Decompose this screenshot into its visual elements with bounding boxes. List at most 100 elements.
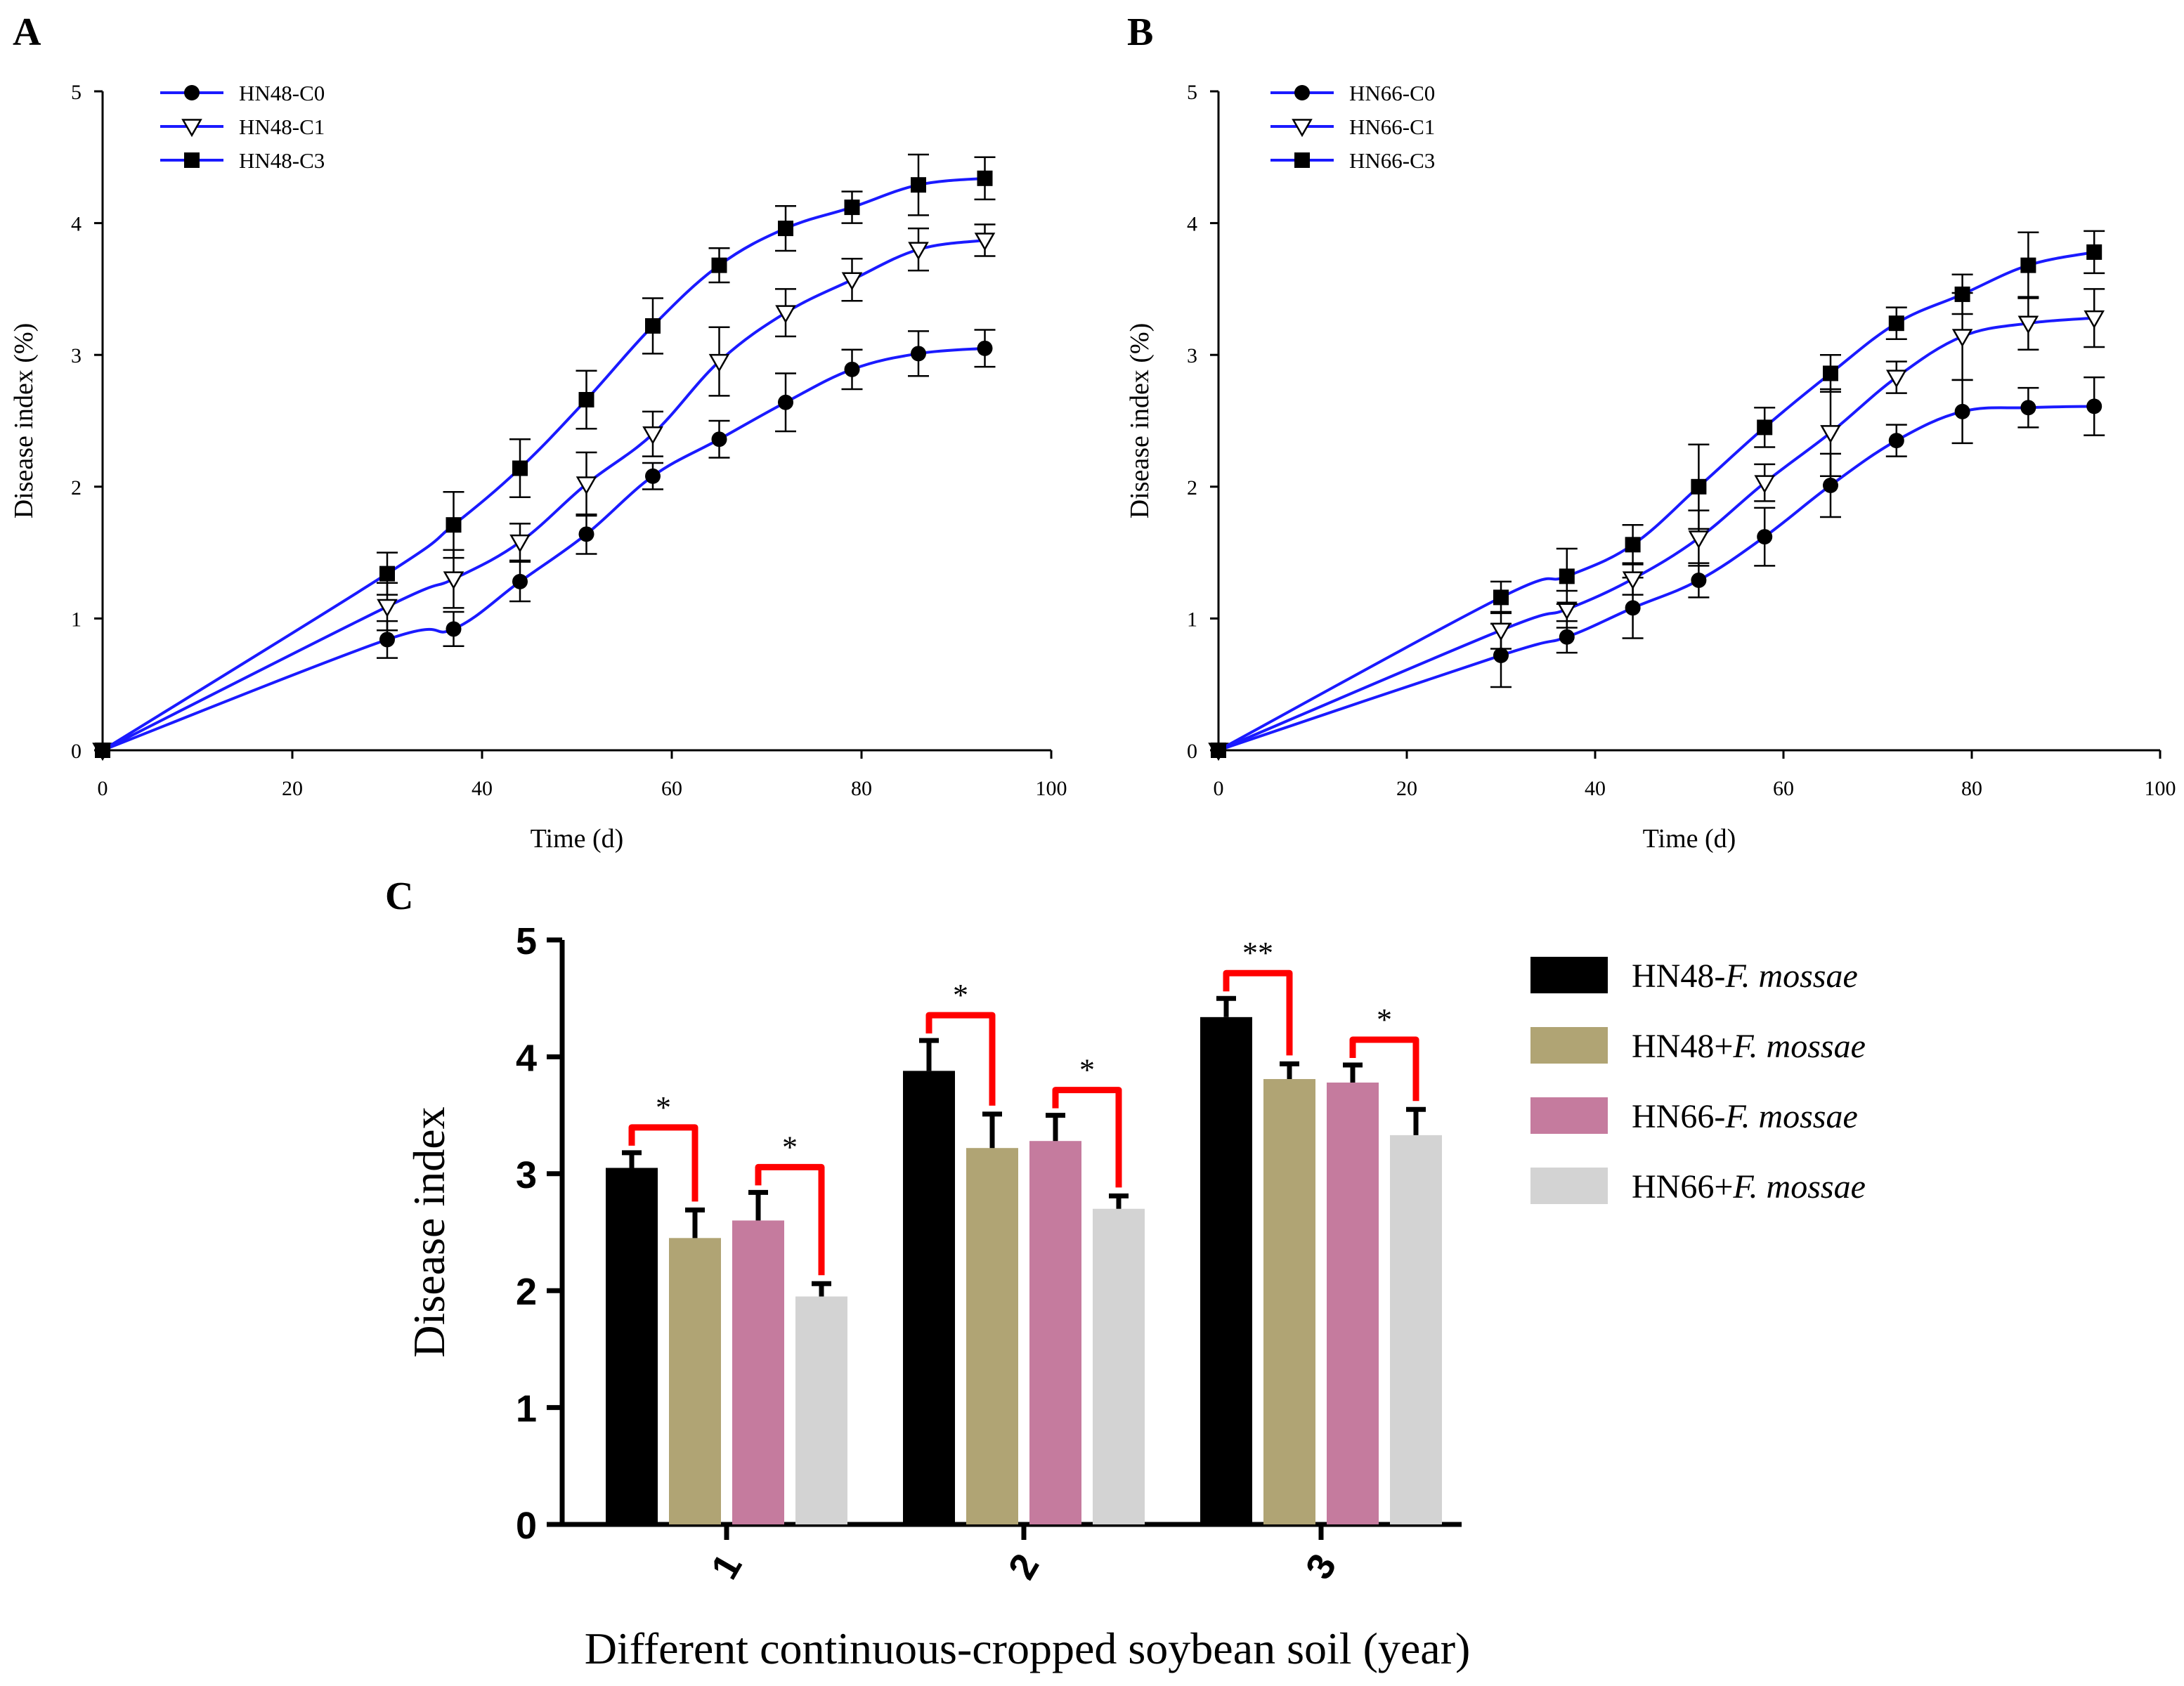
legend-marker: [181, 119, 202, 138]
legend-marker: [184, 152, 200, 168]
significance-bracket: *: [755, 1130, 825, 1276]
series-line: [1218, 405, 2095, 752]
bar: [1200, 1017, 1252, 1524]
data-point: [446, 517, 462, 533]
error-bar: [1343, 1062, 1363, 1083]
bar: [732, 1220, 784, 1524]
bracket-line: [1052, 1087, 1122, 1188]
panel-label: B: [1127, 11, 1153, 54]
data-point: [1823, 477, 1838, 493]
data-point: [844, 200, 860, 216]
x-tick-label: 2: [1001, 1547, 1048, 1586]
data-point: [512, 460, 528, 476]
legend-marker: [1294, 152, 1310, 168]
data-point: [1888, 433, 1904, 449]
significance-label: *: [1079, 1053, 1095, 1087]
data-point: [578, 526, 594, 542]
data-point: [1757, 529, 1773, 545]
data-point: [1757, 419, 1773, 436]
panel-b: B 0 20 40 60 80 100 0 1 2 3 4 5 Time (d) Disease index…: [1125, 11, 2176, 854]
x-tick-label: 80: [851, 777, 872, 800]
data-point: [95, 743, 110, 758]
data-point: [645, 468, 661, 484]
series-hn48-c0: [95, 329, 996, 758]
data-point: [711, 257, 727, 273]
y-tick-label: 5: [516, 920, 537, 962]
y-tick-label: 1: [516, 1388, 537, 1430]
data-point: [911, 177, 926, 193]
error-bar: [1109, 1193, 1129, 1209]
legend-label-prefix: HN66-: [1632, 1098, 1725, 1135]
series-hn48-c1: [92, 223, 996, 762]
data-point: [1211, 743, 1226, 758]
y-tick-label: 1: [71, 608, 82, 631]
legend-item: HN66-C0: [1270, 81, 1435, 105]
data-point: [2084, 310, 2105, 329]
y-tick-label: 4: [71, 213, 82, 236]
y-tick-label: 0: [71, 740, 82, 763]
bar: [1263, 1079, 1315, 1524]
data-point: [1820, 425, 1841, 444]
legend-item: HN66-C1: [1270, 115, 1435, 139]
x-axis-title: Different continuous-cropped soybean soi…: [585, 1623, 1471, 1673]
error-bar: [982, 1111, 1002, 1149]
panel-a: A 0 20 40 60 80 100 0 1 2 3 4 5 Time (d) Disease index…: [9, 11, 1067, 854]
y-tick-label: 3: [1187, 344, 1197, 367]
data-point: [1885, 370, 1907, 388]
error-bar: [1216, 995, 1236, 1017]
y-tick-label: 1: [1187, 608, 1197, 631]
significance-bracket: *: [1052, 1053, 1122, 1188]
bar: [669, 1238, 721, 1524]
data-point: [1888, 315, 1904, 332]
data-point: [708, 353, 730, 372]
legend-item: HN66+F. mossae: [1530, 1168, 1866, 1205]
data-point: [1625, 600, 1641, 616]
legend-item: HN66-F. mossae: [1530, 1097, 1858, 1135]
legend-item: HN48-C1: [160, 115, 325, 139]
bar: [1327, 1083, 1379, 1524]
data-point: [977, 340, 993, 356]
legend-marker: [1292, 119, 1313, 138]
legend-marker: [184, 85, 200, 100]
y-axis-title: Disease index: [404, 1106, 454, 1357]
data-point: [977, 170, 993, 186]
series-line: [102, 239, 985, 752]
data-point: [1625, 537, 1641, 553]
significance-bracket: **: [1223, 936, 1293, 1056]
significance-bracket: *: [628, 1090, 698, 1202]
bar: [606, 1168, 658, 1524]
bar: [1390, 1135, 1442, 1524]
legend-label-prefix: HN48+: [1632, 1028, 1733, 1065]
data-point: [1559, 629, 1575, 645]
data-point: [844, 361, 860, 377]
data-point: [1559, 568, 1575, 584]
legend-label: HN48-C3: [239, 148, 325, 173]
bracket-line: [755, 1163, 825, 1276]
error-bar: [622, 1150, 642, 1168]
legend-item: HN48-C3: [160, 148, 325, 173]
significance-bracket: *: [925, 978, 996, 1106]
data-point: [2020, 400, 2036, 416]
x-tick-label: 0: [1214, 777, 1224, 800]
legend-label: HN48+F. mossae: [1632, 1028, 1866, 1065]
data-point: [379, 632, 395, 648]
data-point: [1951, 329, 1973, 348]
data-point: [576, 476, 597, 495]
data-point: [911, 346, 926, 362]
legend-label: HN48-C1: [239, 115, 325, 139]
legend-label-species: F. mossae: [1732, 1168, 1865, 1205]
significance-label: *: [953, 978, 968, 1012]
error-bar: [1406, 1106, 1426, 1135]
x-tick-label: 40: [472, 777, 493, 800]
legend-label: HN66-C0: [1349, 81, 1435, 105]
data-point: [1954, 403, 1970, 419]
x-tick-label: 100: [1036, 777, 1067, 800]
series-4: [795, 1106, 1442, 1524]
bracket-line: [628, 1124, 698, 1202]
legend-label: HN48-C0: [239, 81, 325, 105]
legend-swatch: [1530, 1168, 1608, 1204]
data-point: [974, 233, 996, 251]
data-point: [1691, 478, 1707, 495]
data-point: [1688, 530, 1710, 549]
y-tick-label: 4: [1187, 213, 1197, 236]
